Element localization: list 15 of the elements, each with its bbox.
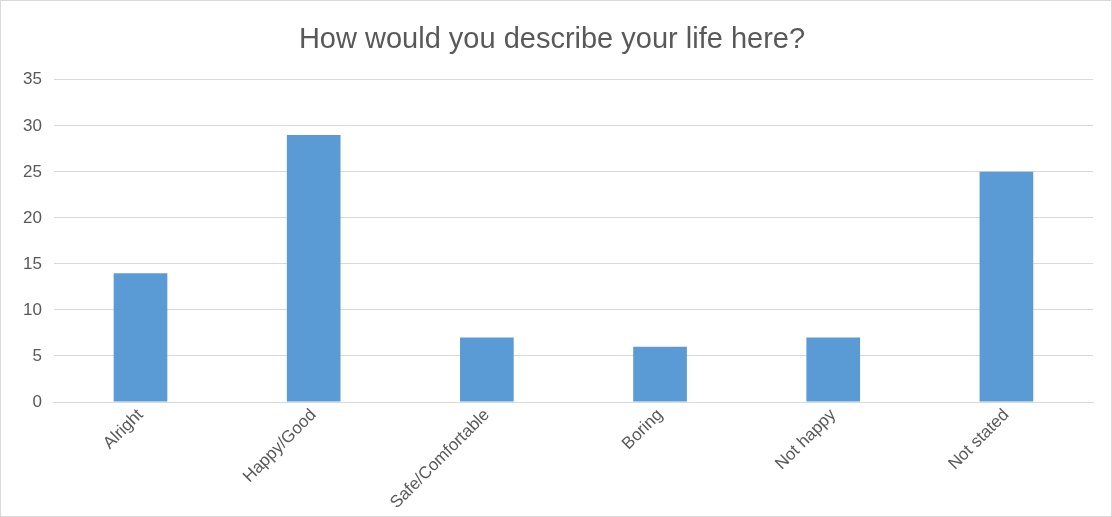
- y-tick-label: 25: [22, 161, 42, 181]
- bar: [286, 135, 341, 402]
- bar: [806, 337, 861, 402]
- bar: [460, 337, 514, 402]
- y-tick-label: 15: [22, 253, 42, 273]
- bar: [113, 273, 168, 402]
- y-tick-label: 35: [22, 69, 42, 89]
- y-tick-label: 0: [32, 391, 42, 411]
- y-tick-label: 10: [22, 299, 42, 319]
- y-tick-label: 30: [22, 115, 42, 135]
- y-tick-label: 20: [22, 207, 42, 227]
- chart-title: How would you describe your life here?: [298, 22, 806, 55]
- y-tick-label: 5: [32, 345, 42, 365]
- bar: [633, 346, 687, 402]
- bar: [979, 171, 1034, 402]
